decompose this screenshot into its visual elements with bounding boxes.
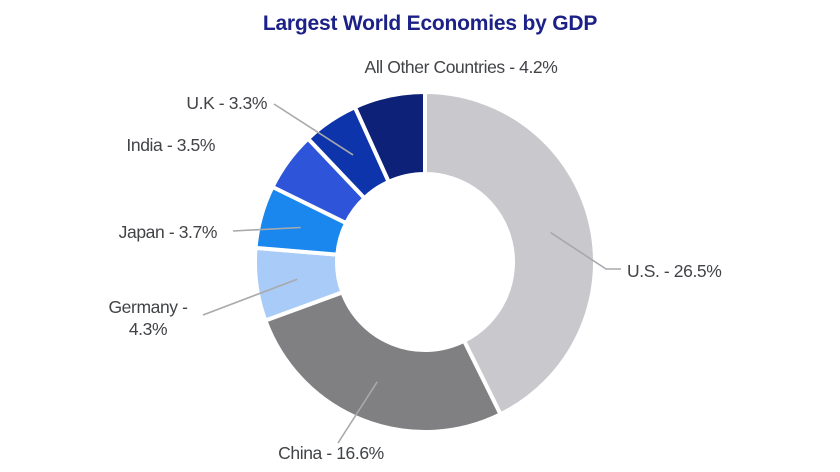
slice-all-other-countries (352, 90, 427, 184)
chart-title: Largest World Economies by GDP (263, 12, 598, 35)
slice-label-india: India - 3.5% (126, 135, 215, 155)
leader-line-u-s (550, 231, 621, 270)
slice-label-china: China - 16.6% (278, 443, 384, 463)
leader-line-germany (202, 278, 298, 316)
slice-label-u-k: U.K - 3.3% (186, 93, 267, 113)
slice-u-s (423, 90, 597, 417)
leader-line-japan (232, 226, 301, 232)
slice-label-all-other-countries: All Other Countries - 4.2% (365, 57, 558, 77)
slice-china (263, 290, 503, 434)
leader-line-china (337, 381, 378, 444)
leader-lines-group (202, 103, 621, 444)
leader-line-u-k (273, 103, 354, 156)
slice-labels-group: U.S. - 26.5% China - 16.6% Germany -4.3% Ja… (108, 57, 721, 463)
slice-label-u-s: U.S. - 26.5% (627, 261, 721, 281)
slices-group (253, 90, 597, 434)
slice-label-japan: Japan - 3.7% (119, 222, 217, 242)
slice-label-germany: Germany -4.3% (108, 297, 188, 339)
